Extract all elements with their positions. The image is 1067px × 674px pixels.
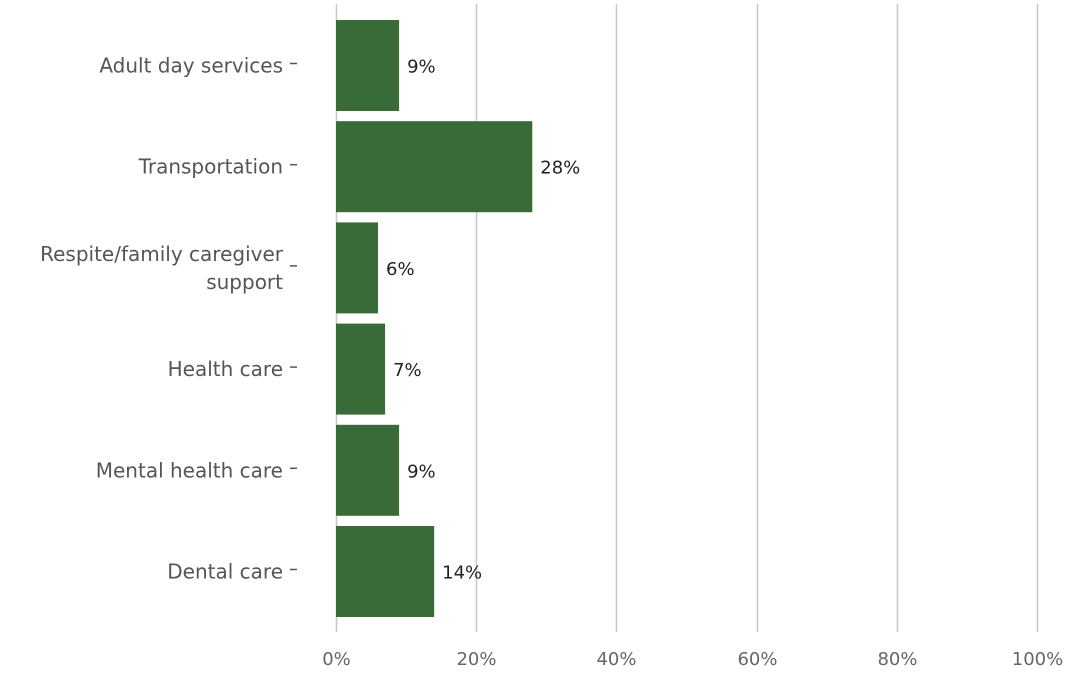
- data-label: 9%: [407, 57, 436, 78]
- bar: [336, 323, 386, 415]
- bar: [336, 222, 379, 314]
- data-label: 14%: [442, 563, 482, 584]
- bar: [336, 20, 400, 111]
- category-label: Respite/family caregiver support: [40, 242, 284, 294]
- category-label: Mental health care: [96, 458, 283, 482]
- bar: [336, 526, 435, 617]
- labels: 0% 20% 40% 60% 80% 100% Adult day services 9% Tr…: [40, 54, 1063, 671]
- category-label: Dental care: [167, 560, 283, 584]
- data-label: 6%: [386, 259, 415, 280]
- bar: [336, 121, 533, 213]
- data-label: 9%: [407, 461, 436, 482]
- x-tick-label: 80%: [877, 649, 917, 670]
- x-tick-label: 20%: [456, 649, 496, 670]
- category-label: Health care: [168, 357, 283, 381]
- data-label: 28%: [540, 158, 580, 179]
- x-tick-label: 40%: [596, 649, 636, 670]
- category-label: Adult day services: [99, 54, 283, 78]
- x-tick-label: 60%: [737, 649, 777, 670]
- gridlines: [335, 4, 1039, 632]
- bar: [336, 424, 400, 516]
- data-label: 7%: [393, 360, 422, 381]
- x-tick-label: 100%: [1012, 649, 1063, 670]
- category-label: Transportation: [138, 155, 283, 179]
- x-tick-label: 0%: [322, 649, 351, 670]
- bars: [336, 20, 533, 617]
